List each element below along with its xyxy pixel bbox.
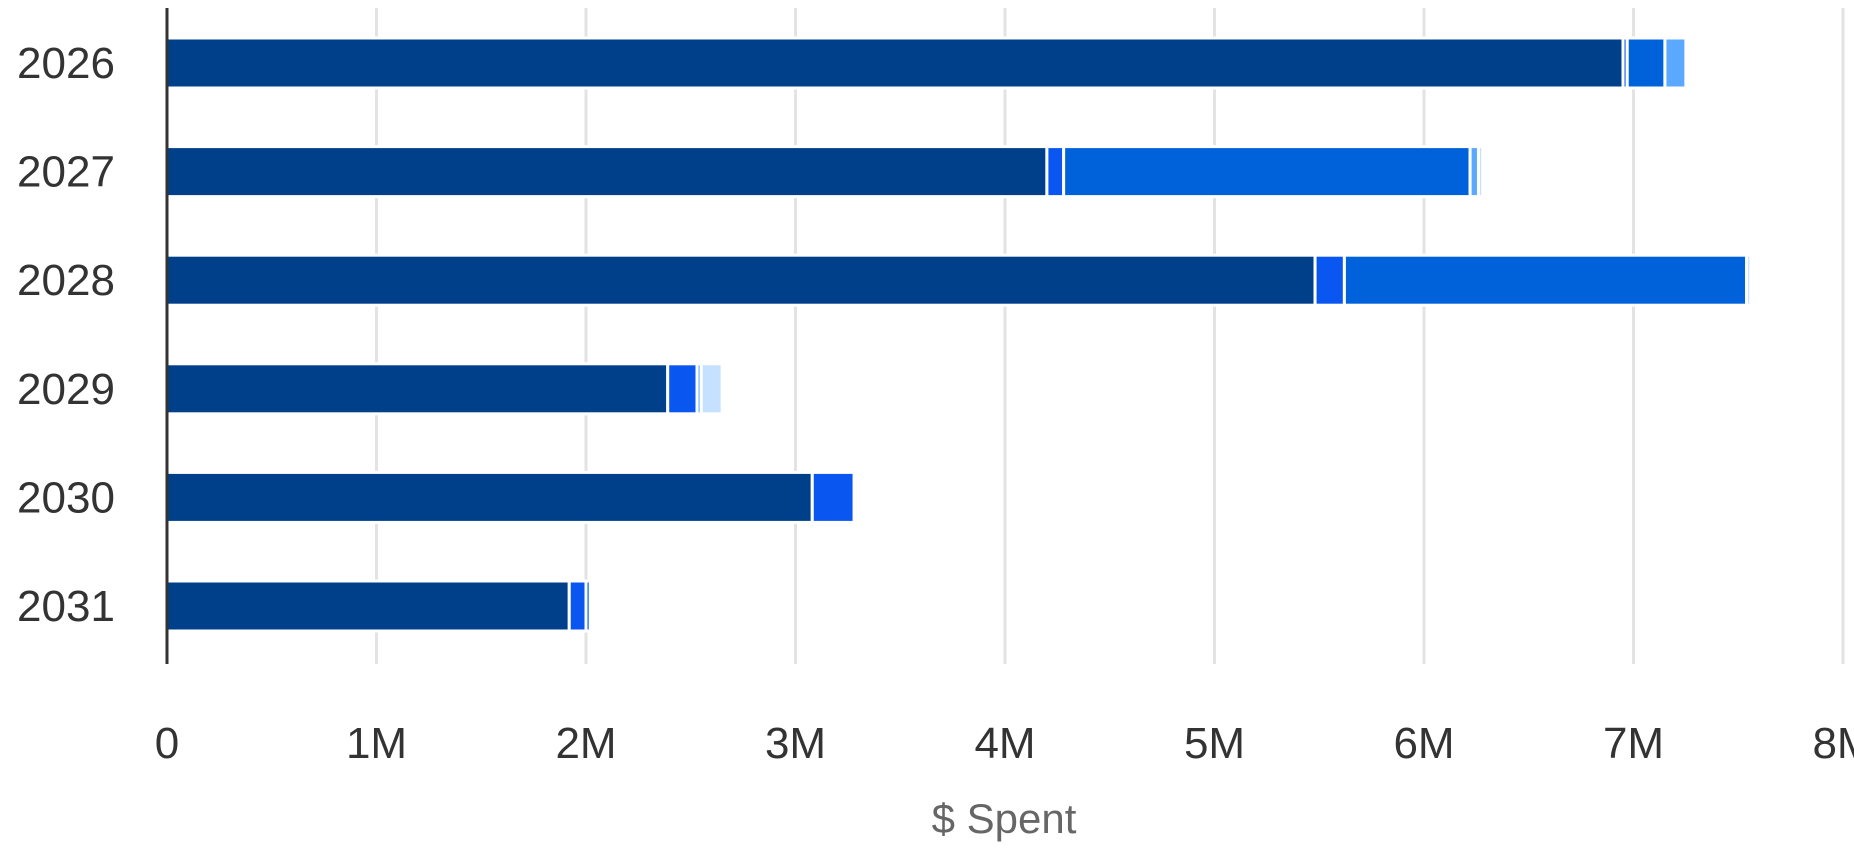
x-tick-label: 8M	[1812, 719, 1854, 768]
bar-segment	[165, 253, 1317, 307]
bar-segment	[1745, 253, 1753, 307]
bars	[165, 36, 1753, 633]
x-tick-label: 4M	[974, 719, 1035, 768]
x-tick-labels: 0 1M 2M 3M 4M 5M 6M 7M 8M	[155, 719, 1854, 768]
bar-segment	[1476, 145, 1485, 199]
category-label: 2029	[17, 365, 115, 414]
bar-segment	[1663, 36, 1688, 90]
bar-segment	[852, 470, 858, 524]
bar-segment	[1625, 36, 1667, 90]
bar-segment	[1342, 253, 1749, 307]
gridlines	[375, 8, 1845, 664]
bar-segment	[165, 362, 670, 416]
bar-segment	[810, 470, 856, 524]
category-label: 2027	[17, 148, 115, 197]
x-tick-label: 6M	[1393, 719, 1454, 768]
bar-segment	[567, 579, 588, 633]
bar-segment	[584, 579, 592, 633]
bar-segment	[1045, 145, 1066, 199]
category-label: 2028	[17, 256, 115, 305]
category-labels: 2026 2027 2028 2029 2030 2031	[17, 39, 115, 631]
bar-segment	[165, 36, 1625, 90]
x-tick-label: 0	[155, 719, 179, 768]
category-label: 2030	[17, 473, 115, 522]
bar-segment	[165, 579, 571, 633]
category-label: 2026	[17, 39, 115, 88]
category-label: 2031	[17, 582, 115, 631]
x-tick-label: 1M	[346, 719, 407, 768]
bar-segment	[165, 145, 1049, 199]
bar-segment	[165, 470, 814, 524]
bar-segment	[1313, 253, 1346, 307]
bar-segment	[699, 362, 724, 416]
x-tick-label: 7M	[1603, 719, 1664, 768]
x-tick-label: 5M	[1184, 719, 1245, 768]
x-axis-title: $ Spent	[932, 795, 1077, 842]
bar-segment	[1062, 145, 1472, 199]
bar-segment	[666, 362, 699, 416]
x-tick-label: 3M	[765, 719, 826, 768]
x-tick-label: 2M	[555, 719, 616, 768]
